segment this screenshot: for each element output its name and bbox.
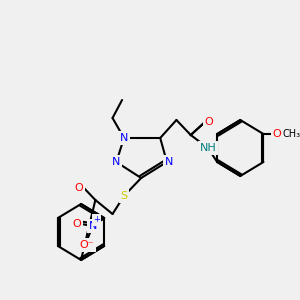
Text: O: O bbox=[75, 183, 83, 193]
Text: N: N bbox=[165, 157, 173, 167]
Text: O⁻: O⁻ bbox=[80, 240, 94, 250]
Text: O: O bbox=[72, 219, 81, 229]
Text: O: O bbox=[205, 117, 213, 127]
Text: N: N bbox=[120, 133, 128, 143]
Text: S: S bbox=[120, 191, 128, 201]
Text: N: N bbox=[112, 157, 121, 167]
Text: NH: NH bbox=[200, 143, 216, 153]
Text: N: N bbox=[88, 221, 97, 231]
Text: CH₃: CH₃ bbox=[283, 129, 300, 139]
Text: O: O bbox=[272, 129, 281, 139]
Text: +: + bbox=[93, 215, 100, 224]
